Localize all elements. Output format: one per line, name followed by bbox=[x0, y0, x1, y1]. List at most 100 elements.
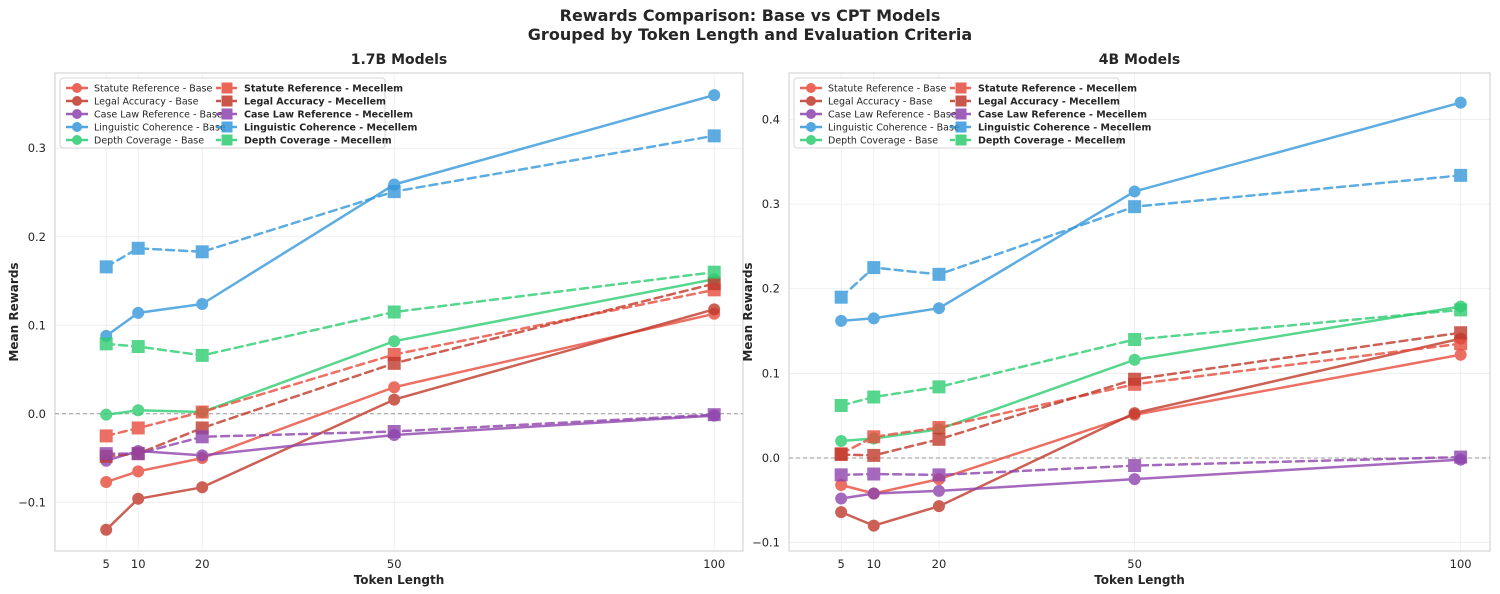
data-point bbox=[932, 500, 945, 513]
y-tick-label: 0.1 bbox=[762, 366, 780, 380]
y-tick-label: 0.3 bbox=[28, 141, 46, 155]
legend-marker bbox=[955, 82, 967, 94]
legend-label: Case Law Reference - Base bbox=[828, 110, 957, 121]
legend-marker bbox=[72, 135, 82, 145]
legend-marker bbox=[955, 95, 967, 107]
legend-marker bbox=[221, 108, 233, 120]
legend-marker bbox=[221, 134, 233, 146]
legend-label: Statute Reference - Base bbox=[94, 84, 213, 95]
data-point bbox=[1128, 459, 1142, 473]
data-point bbox=[195, 348, 209, 362]
series-depth-coverage-base bbox=[835, 300, 1467, 448]
data-point bbox=[867, 390, 881, 404]
data-point bbox=[132, 404, 145, 417]
data-point bbox=[932, 432, 946, 446]
data-point bbox=[387, 425, 401, 438]
data-point bbox=[1454, 303, 1468, 317]
data-point bbox=[707, 265, 721, 279]
data-point bbox=[100, 475, 113, 488]
legend: Statute Reference - Base Legal Accuracy -… bbox=[59, 77, 417, 149]
data-point bbox=[1128, 332, 1142, 346]
legend-marker bbox=[221, 95, 233, 107]
legend-item-case-law-reference-base bbox=[800, 109, 822, 119]
legend-label: Legal Accuracy - Mecellem bbox=[978, 97, 1120, 108]
plot-frame bbox=[54, 72, 744, 552]
data-point bbox=[1454, 348, 1467, 361]
data-point bbox=[1454, 96, 1467, 109]
y-axis-label: Mean Rewards bbox=[741, 262, 755, 361]
data-point bbox=[834, 448, 848, 462]
data-point bbox=[835, 314, 848, 327]
x-tick-label: 5 bbox=[103, 557, 110, 571]
data-point bbox=[132, 306, 145, 319]
data-point bbox=[99, 447, 113, 461]
legend-label: Case Law Reference - Mecellem bbox=[244, 110, 413, 121]
y-tick-label: 0.0 bbox=[762, 451, 780, 465]
data-point bbox=[387, 356, 401, 370]
panel-4b-models: 4B Models 5 10 20 50 100 −0.1 0.0 0.1 0.2 0.3 0.4 To… bbox=[741, 52, 1491, 587]
legend-item-statute-reference-base bbox=[66, 83, 88, 93]
data-point bbox=[1128, 353, 1141, 366]
y-axis-label: Mean Rewards bbox=[7, 262, 21, 361]
data-point bbox=[867, 448, 881, 462]
data-point bbox=[388, 393, 401, 406]
data-point bbox=[99, 337, 113, 351]
series-linguistic-coherence-base bbox=[100, 89, 721, 342]
x-tick-label: 20 bbox=[932, 557, 947, 571]
data-point bbox=[867, 519, 880, 532]
data-point bbox=[195, 430, 209, 444]
legend-marker bbox=[955, 121, 967, 133]
data-point bbox=[1454, 337, 1468, 351]
plot-frame bbox=[788, 72, 1491, 552]
data-point bbox=[867, 487, 880, 500]
legend-label: Case Law Reference - Mecellem bbox=[978, 110, 1147, 121]
data-point bbox=[131, 241, 145, 255]
legend-label: Linguistic Coherence - Mecellem bbox=[244, 123, 417, 134]
legend-item-statute-reference-base bbox=[800, 83, 822, 93]
legend-marker bbox=[806, 109, 816, 119]
data-point bbox=[195, 245, 209, 259]
legend-marker bbox=[72, 96, 82, 106]
y-tick-label: 0.4 bbox=[762, 113, 780, 127]
data-point bbox=[867, 430, 881, 444]
legend-item-case-law-reference-mecellem bbox=[950, 108, 972, 120]
legend-item-legal-accuracy-base bbox=[66, 96, 88, 106]
panel-1-7b-models: 1.7B Models 5 10 20 50 100 −0.1 0.0 0.1 0.2 0.3 Tok… bbox=[7, 52, 744, 587]
legend-item-statute-reference-mecellem bbox=[216, 82, 238, 94]
series-line bbox=[104, 134, 716, 269]
series-depth-coverage-mecellem bbox=[99, 265, 721, 362]
data-point bbox=[932, 267, 946, 281]
data-point bbox=[132, 492, 145, 505]
data-point bbox=[835, 435, 848, 448]
legend-marker bbox=[806, 83, 816, 93]
data-point bbox=[1454, 326, 1468, 340]
data-point bbox=[867, 312, 880, 325]
legend-item-case-law-reference-base bbox=[66, 109, 88, 119]
data-point bbox=[932, 484, 945, 497]
legend-item-case-law-reference-mecellem bbox=[216, 108, 238, 120]
legend-item-depth-coverage-base bbox=[800, 135, 822, 145]
x-tick-label: 10 bbox=[131, 557, 146, 571]
data-point bbox=[99, 429, 113, 443]
data-point bbox=[387, 305, 401, 319]
data-point bbox=[100, 523, 113, 536]
series-linguistic-coherence-base bbox=[835, 96, 1467, 327]
data-point bbox=[708, 303, 721, 316]
series-statute-reference-base bbox=[835, 348, 1467, 500]
data-point bbox=[387, 185, 401, 199]
data-point bbox=[132, 465, 145, 478]
legend-marker bbox=[955, 134, 967, 146]
data-point bbox=[1128, 372, 1142, 386]
legend-label: Linguistic Coherence - Base bbox=[94, 123, 226, 134]
data-point bbox=[707, 129, 721, 143]
figure-subtitle: Grouped by Token Length and Evaluation C… bbox=[528, 25, 972, 44]
series-case-law-reference-base bbox=[835, 453, 1467, 505]
legend-label: Legal Accuracy - Base bbox=[94, 97, 199, 108]
data-point bbox=[1128, 185, 1141, 198]
x-axis-label: Token Length bbox=[354, 573, 445, 587]
data-point bbox=[1454, 168, 1468, 182]
y-tick-label: −0.1 bbox=[18, 495, 46, 509]
data-point bbox=[196, 298, 209, 311]
x-tick-label: 50 bbox=[387, 557, 402, 571]
